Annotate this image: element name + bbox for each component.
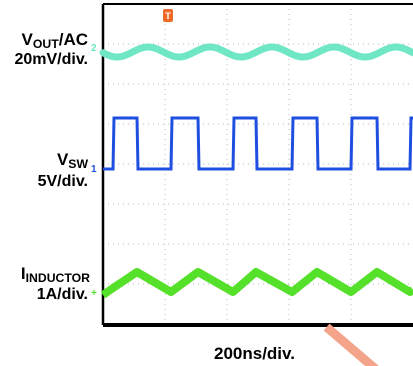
vout-name: VOUT/AC [21,30,88,52]
vsw-trace [103,116,413,171]
vout-label: VOUT/AC [6,31,88,50]
vout-channel-marker: 2 [91,43,97,54]
vsw-scale-label: 5V/div. [37,173,88,190]
iinductor-scale-label: 1A/div. [36,286,88,303]
watermark-stroke [323,323,379,366]
svg-text:T: T [165,11,171,21]
iinductor-channel-marker: + [91,288,97,299]
vout-trace [99,43,413,61]
iinductor-trace [100,268,413,299]
trigger-marker: T [163,9,173,22]
vsw-label: VSW [56,150,88,172]
vout-scale-label: 20mV/div. [14,51,88,68]
x-axis-label: 200ns/div. [214,344,295,363]
iinductor-label: IINDUCTOR [20,264,90,286]
vsw-channel-marker: 1 [91,164,97,175]
